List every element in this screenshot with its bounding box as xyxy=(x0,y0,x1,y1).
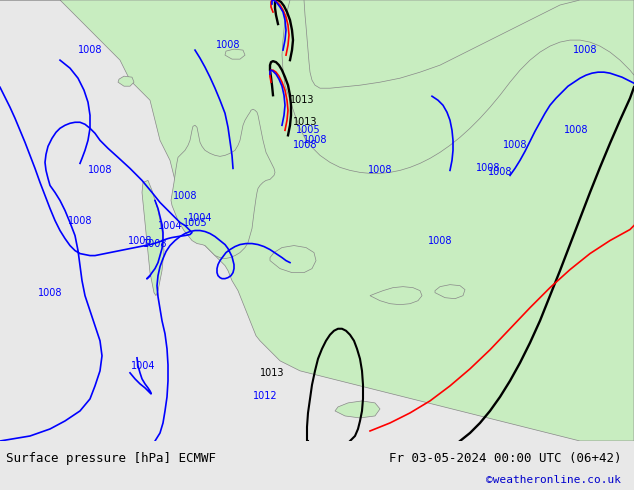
Text: 1004: 1004 xyxy=(131,361,155,371)
Text: 1008: 1008 xyxy=(368,166,392,175)
Text: 1008: 1008 xyxy=(216,40,240,50)
Text: 1005: 1005 xyxy=(183,218,207,227)
Polygon shape xyxy=(370,287,422,305)
Text: 1008: 1008 xyxy=(428,236,452,245)
Text: 1008: 1008 xyxy=(503,140,527,150)
Text: 1008: 1008 xyxy=(172,192,197,201)
Polygon shape xyxy=(142,180,164,295)
Polygon shape xyxy=(282,0,634,173)
Polygon shape xyxy=(171,109,275,259)
Text: 1013: 1013 xyxy=(293,117,317,127)
Text: 1008: 1008 xyxy=(573,45,597,55)
Text: 1008: 1008 xyxy=(87,166,112,175)
Text: 1008: 1008 xyxy=(293,140,317,150)
Text: 1008: 1008 xyxy=(127,236,152,245)
Text: ©weatheronline.co.uk: ©weatheronline.co.uk xyxy=(486,475,621,485)
Text: 1013: 1013 xyxy=(260,368,284,378)
Text: 1008: 1008 xyxy=(564,125,588,135)
Polygon shape xyxy=(0,0,634,441)
Text: 1004: 1004 xyxy=(188,214,212,223)
Text: 1008: 1008 xyxy=(303,135,327,146)
Text: 1004: 1004 xyxy=(158,220,182,230)
Polygon shape xyxy=(270,245,316,272)
Text: Surface pressure [hPa] ECMWF: Surface pressure [hPa] ECMWF xyxy=(6,452,216,465)
Text: 1008: 1008 xyxy=(143,239,167,248)
Polygon shape xyxy=(435,285,465,299)
Polygon shape xyxy=(118,76,134,86)
Text: 1005: 1005 xyxy=(295,125,320,135)
Text: 1013: 1013 xyxy=(290,95,314,105)
Polygon shape xyxy=(225,49,245,59)
Text: 1008: 1008 xyxy=(488,168,512,177)
Text: Fr 03-05-2024 00:00 UTC (06+42): Fr 03-05-2024 00:00 UTC (06+42) xyxy=(389,452,621,465)
Text: 1008: 1008 xyxy=(68,216,93,225)
Text: 1008: 1008 xyxy=(78,45,102,55)
Polygon shape xyxy=(335,401,380,418)
Text: 1008: 1008 xyxy=(476,163,500,173)
Text: 1012: 1012 xyxy=(253,391,277,401)
Text: 1008: 1008 xyxy=(38,288,62,297)
